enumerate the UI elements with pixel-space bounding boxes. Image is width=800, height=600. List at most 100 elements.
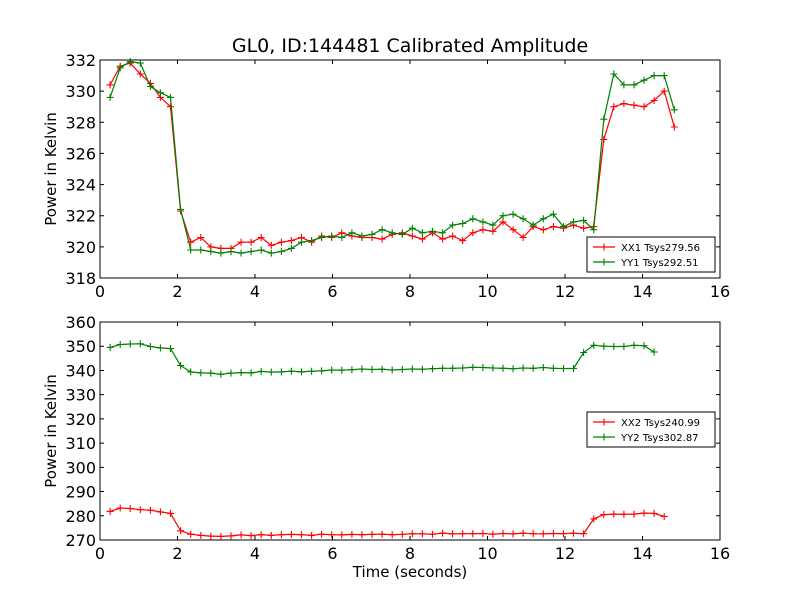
- legend-marker: [600, 418, 608, 426]
- data-point: [388, 531, 396, 539]
- x-tick-label: 2: [172, 282, 182, 301]
- legend-label: XX2 Tsys240.99: [621, 418, 700, 429]
- data-point: [449, 221, 457, 229]
- data-point: [509, 226, 517, 234]
- x-tick-label: 6: [327, 282, 337, 301]
- data-point: [650, 72, 658, 80]
- data-point: [257, 246, 265, 254]
- x-tick-label: 0: [95, 544, 105, 563]
- data-point: [398, 230, 406, 238]
- data-point: [449, 530, 457, 538]
- x-tick-label: 10: [477, 544, 497, 563]
- data-point: [348, 530, 356, 538]
- data-point: [287, 367, 295, 375]
- data-point: [630, 341, 638, 349]
- data-point: [237, 249, 245, 257]
- data-point: [469, 229, 477, 237]
- legend-marker: [600, 433, 608, 441]
- data-point: [368, 366, 376, 373]
- data-point: [479, 364, 487, 371]
- data-point: [479, 530, 487, 537]
- data-point: [257, 234, 265, 241]
- x-tick-label: 4: [250, 544, 260, 563]
- series-line: [109, 62, 675, 249]
- data-point: [358, 531, 366, 539]
- data-point: [156, 89, 164, 97]
- data-point: [368, 230, 376, 238]
- data-point: [167, 103, 174, 111]
- x-tick-label: 14: [632, 282, 652, 301]
- data-point: [197, 246, 205, 254]
- data-point: [499, 530, 507, 537]
- y-axis-label: Power in Kelvin: [42, 374, 60, 488]
- data-point: [560, 365, 567, 372]
- y-tick-label: 332: [65, 51, 96, 70]
- top-chart-panel: 0 2 4 6 8 10 12 14 16 318 320 322 324 326 328 330 332 GL0…: [42, 35, 730, 301]
- series-1: [106, 59, 678, 252]
- series-line: [109, 60, 675, 254]
- data-point: [257, 367, 265, 375]
- data-point: [519, 364, 527, 372]
- data-point: [590, 341, 598, 349]
- data-point: [408, 530, 416, 538]
- data-point: [237, 369, 245, 377]
- data-point: [570, 218, 577, 226]
- data-point: [167, 509, 174, 517]
- data-point: [328, 531, 336, 539]
- data-point: [126, 340, 134, 348]
- data-point: [449, 364, 457, 372]
- data-point: [529, 530, 537, 538]
- data-point: [378, 365, 386, 373]
- data-point: [418, 365, 426, 373]
- y-tick-label: 324: [65, 176, 96, 195]
- data-point: [116, 341, 124, 348]
- data-point: [620, 343, 628, 350]
- data-point: [308, 237, 316, 245]
- data-point: [610, 343, 618, 350]
- data-point: [287, 244, 295, 252]
- data-point: [227, 369, 235, 377]
- y-tick-label: 330: [65, 386, 96, 405]
- y-tick-label: 322: [65, 207, 96, 226]
- y-tick-label: 310: [65, 434, 96, 453]
- data-point: [600, 115, 608, 123]
- data-point: [348, 229, 356, 237]
- legend-label: YY1 Tsys292.51: [620, 258, 699, 269]
- data-point: [570, 365, 577, 372]
- y-tick-label: 320: [65, 410, 96, 429]
- y-tick-label: 300: [65, 458, 96, 477]
- data-point: [459, 530, 467, 538]
- data-point: [247, 238, 255, 246]
- data-point: [267, 368, 275, 376]
- data-point: [489, 227, 497, 235]
- data-point: [408, 365, 416, 373]
- data-point: [247, 248, 255, 255]
- data-point: [126, 505, 134, 512]
- data-point: [368, 530, 376, 538]
- data-point: [227, 248, 235, 255]
- data-point: [418, 229, 426, 237]
- data-point: [187, 368, 195, 376]
- data-point: [418, 530, 426, 538]
- x-tick-label: 10: [477, 282, 497, 301]
- data-point: [580, 216, 588, 224]
- data-point: [560, 530, 567, 538]
- data-point: [267, 249, 275, 257]
- data-point: [429, 530, 436, 538]
- data-point: [439, 364, 447, 372]
- data-point: [398, 530, 406, 538]
- data-point: [177, 206, 185, 213]
- data-point: [640, 103, 648, 111]
- data-point: [640, 342, 648, 350]
- data-point: [489, 530, 497, 538]
- data-point: [207, 248, 215, 255]
- data-point: [630, 101, 638, 109]
- data-point: [469, 363, 477, 371]
- legend-marker: [600, 243, 608, 251]
- data-point: [197, 531, 205, 539]
- data-point: [549, 530, 557, 537]
- data-point: [489, 364, 497, 372]
- legend-label: YY2 Tsys302.87: [620, 433, 699, 444]
- data-point: [177, 527, 185, 535]
